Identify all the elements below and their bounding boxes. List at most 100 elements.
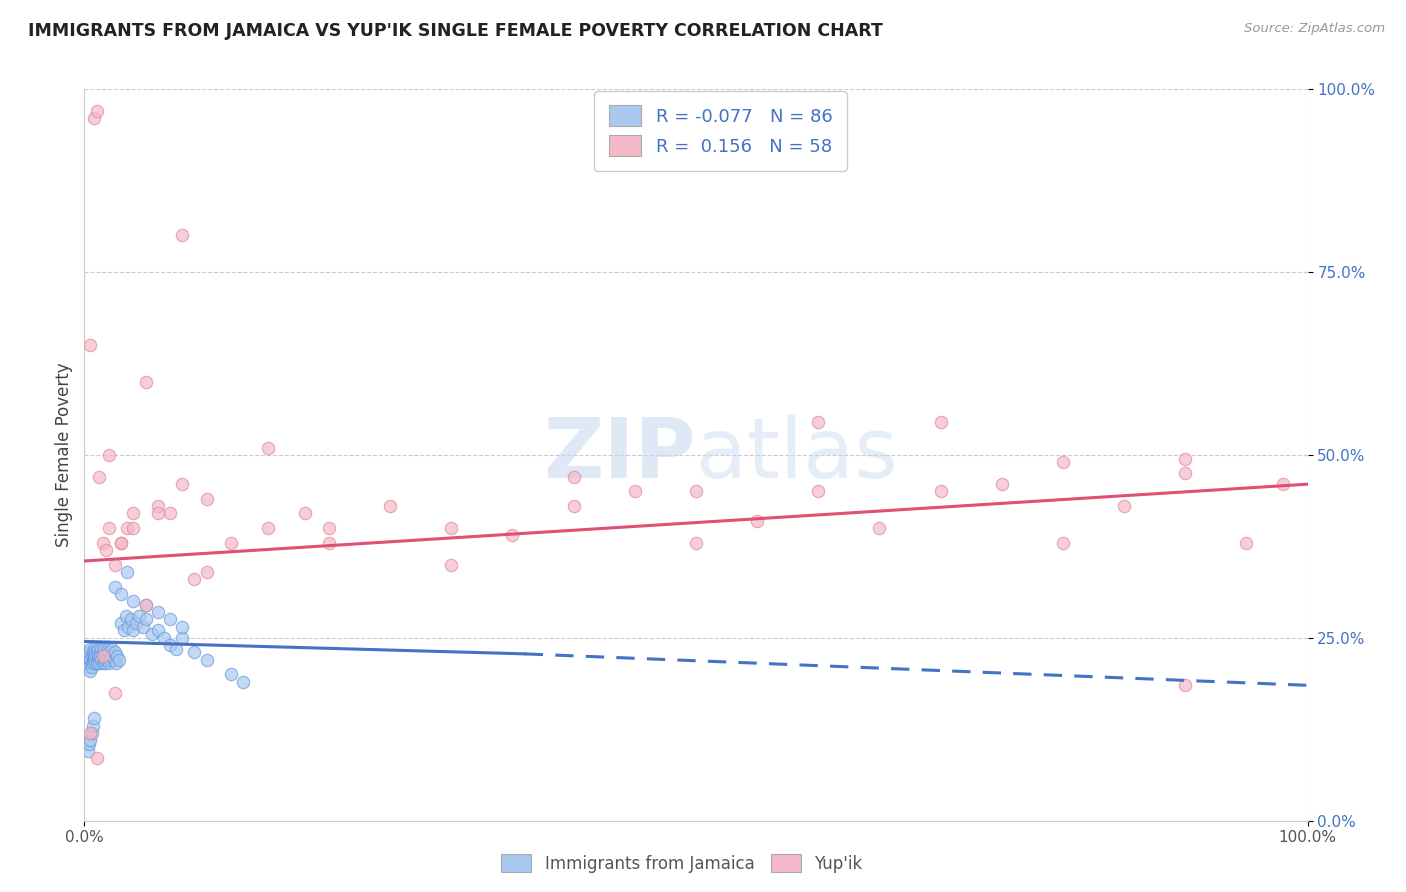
Point <box>219 535 242 549</box>
Point <box>86 645 108 659</box>
Point <box>110 587 132 601</box>
Point <box>440 521 463 535</box>
Point <box>115 565 138 579</box>
Point <box>172 228 194 243</box>
Point <box>807 484 830 499</box>
Point <box>112 624 135 638</box>
Point <box>869 521 891 535</box>
Point <box>159 613 181 627</box>
Point <box>87 470 110 484</box>
Point <box>165 641 187 656</box>
Point <box>115 521 138 535</box>
Point <box>929 484 952 499</box>
Point <box>135 375 157 389</box>
Point <box>100 649 122 664</box>
Point <box>83 649 105 664</box>
Point <box>1174 451 1197 466</box>
Text: Source: ZipAtlas.com: Source: ZipAtlas.com <box>1244 22 1385 36</box>
Point <box>93 653 115 667</box>
Point <box>80 660 103 674</box>
Point <box>122 521 145 535</box>
Point <box>146 605 169 619</box>
Point <box>96 543 118 558</box>
Point <box>84 657 107 671</box>
Point <box>87 641 110 656</box>
Point <box>195 653 218 667</box>
Point <box>98 653 121 667</box>
Point <box>135 613 157 627</box>
Point <box>159 507 181 521</box>
Point <box>807 415 830 429</box>
Point <box>107 653 129 667</box>
Point <box>82 718 104 732</box>
Point <box>128 608 150 623</box>
Point <box>141 627 163 641</box>
Point <box>77 649 100 664</box>
Point <box>86 657 108 671</box>
Point <box>146 499 169 513</box>
Point <box>97 657 120 671</box>
Point <box>257 521 280 535</box>
Point <box>80 649 103 664</box>
Point <box>82 653 104 667</box>
Point <box>183 572 205 586</box>
Point <box>294 507 316 521</box>
Point <box>101 641 124 656</box>
Point <box>97 448 120 462</box>
Text: ZIP: ZIP <box>544 415 696 495</box>
Point <box>135 598 157 612</box>
Point <box>380 499 402 513</box>
Point <box>96 645 118 659</box>
Point <box>91 657 114 671</box>
Point <box>104 686 127 700</box>
Point <box>1174 466 1197 480</box>
Point <box>685 535 707 549</box>
Point <box>990 477 1012 491</box>
Point <box>232 674 254 689</box>
Point <box>110 535 132 549</box>
Point <box>318 521 340 535</box>
Point <box>77 660 100 674</box>
Point <box>77 737 100 751</box>
Point <box>94 657 117 671</box>
Point <box>103 653 125 667</box>
Point <box>79 664 101 678</box>
Point <box>82 657 104 671</box>
Point <box>104 580 127 594</box>
Point <box>82 645 104 659</box>
Point <box>115 608 138 623</box>
Point <box>97 649 120 664</box>
Point <box>195 565 218 579</box>
Point <box>94 649 117 664</box>
Text: IMMIGRANTS FROM JAMAICA VS YUP'IK SINGLE FEMALE POVERTY CORRELATION CHART: IMMIGRANTS FROM JAMAICA VS YUP'IK SINGLE… <box>28 22 883 40</box>
Point <box>90 641 112 656</box>
Y-axis label: Single Female Poverty: Single Female Poverty <box>55 363 73 547</box>
Point <box>79 653 101 667</box>
Point <box>257 441 280 455</box>
Legend: R = -0.077   N = 86, R =  0.156   N = 58: R = -0.077 N = 86, R = 0.156 N = 58 <box>595 91 846 170</box>
Point <box>219 667 242 681</box>
Point <box>87 653 110 667</box>
Point <box>146 624 169 638</box>
Point <box>110 616 132 631</box>
Point <box>84 645 107 659</box>
Point <box>159 638 181 652</box>
Point <box>79 726 101 740</box>
Legend: Immigrants from Jamaica, Yup'ik: Immigrants from Jamaica, Yup'ik <box>495 847 869 880</box>
Point <box>122 594 145 608</box>
Point <box>624 484 647 499</box>
Point <box>77 657 100 671</box>
Point <box>93 641 115 656</box>
Point <box>747 514 769 528</box>
Point <box>172 477 194 491</box>
Point <box>83 653 105 667</box>
Point <box>86 653 108 667</box>
Point <box>318 535 340 549</box>
Point <box>135 598 157 612</box>
Point <box>89 649 111 664</box>
Point <box>172 620 194 634</box>
Point <box>80 657 103 671</box>
Point <box>86 104 108 119</box>
Point <box>105 657 128 671</box>
Point <box>195 491 218 506</box>
